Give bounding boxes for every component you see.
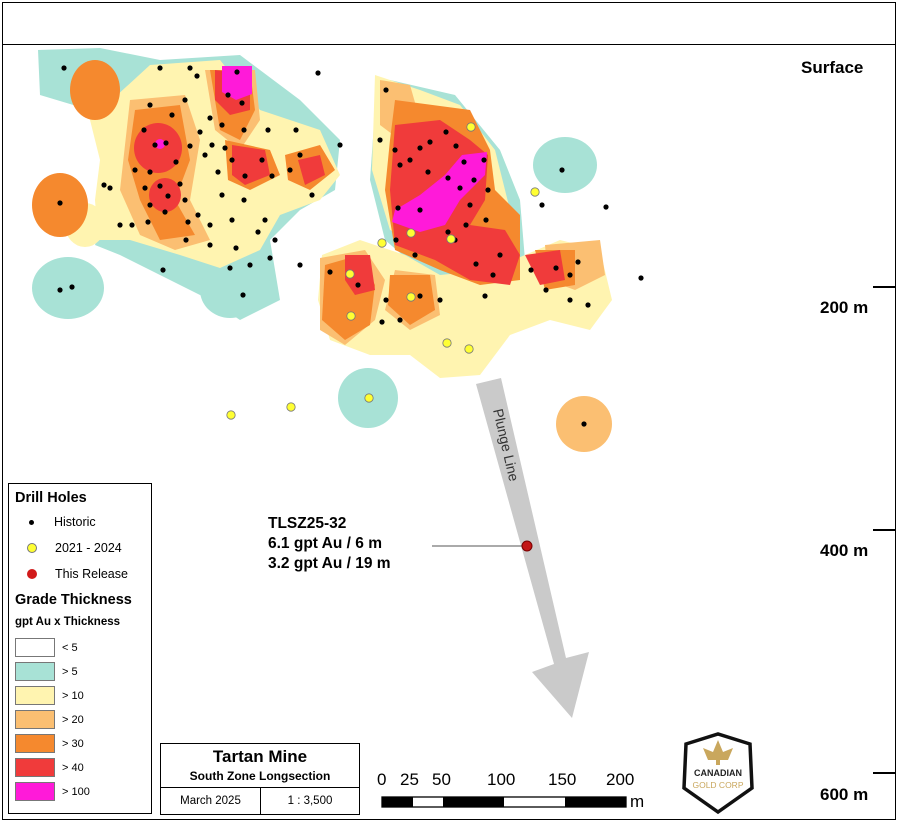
- legend-grade-gt30: > 30: [15, 734, 84, 753]
- scale-unit: m: [630, 792, 645, 811]
- legend-item-historic: Historic: [15, 515, 96, 529]
- depth-tick-400: [873, 529, 895, 531]
- legend-grade-gt100: > 100: [15, 782, 90, 801]
- legend: Drill Holes Historic 2021 - 2024 This Re…: [8, 483, 152, 814]
- top-border-line: [2, 44, 896, 45]
- map-title: Tartan Mine: [212, 747, 308, 766]
- scale-bar: [381, 796, 627, 808]
- scale-label-200: 200: [606, 770, 635, 789]
- legend-release-marker: [27, 569, 37, 579]
- this-release-hole: [432, 540, 533, 552]
- legend-grade-title: Grade Thickness: [15, 592, 132, 608]
- canadian-gold-corp-logo: CANADIAN GOLD CORP: [682, 732, 754, 815]
- legend-item-recent: 2021 - 2024: [15, 541, 122, 555]
- depth-label-surface: Surface: [801, 58, 864, 77]
- scale-label-100: 100: [487, 770, 516, 789]
- depth-label-400: 400 m: [820, 541, 869, 560]
- legend-drill-title: Drill Holes: [15, 490, 87, 506]
- legend-grade-gt40: > 40: [15, 758, 84, 777]
- map-date: March 2025: [180, 795, 241, 807]
- legend-recent-marker: [27, 543, 37, 553]
- svg-text:GOLD CORP: GOLD CORP: [692, 780, 743, 790]
- scale-label-50: 50: [432, 770, 451, 789]
- depth-label-600: 600 m: [820, 785, 869, 804]
- scale-label-0: 0: [377, 770, 387, 789]
- drill-result-callout: TLSZ25-32 6.1 gpt Au / 6 m 3.2 gpt Au / …: [268, 514, 391, 574]
- svg-text:CANADIAN: CANADIAN: [694, 768, 742, 778]
- grade-contours: [32, 48, 612, 452]
- scale-label-25: 25: [400, 770, 419, 789]
- legend-historic-marker: [29, 519, 34, 525]
- recent-drill-holes: [226, 122, 540, 420]
- title-block: Tartan Mine South Zone Longsection March…: [160, 743, 360, 815]
- legend-grade-lt5: < 5: [15, 638, 78, 657]
- map-scale-ratio: 1 : 3,500: [287, 795, 333, 807]
- callout-hole-id: TLSZ25-32: [268, 515, 347, 532]
- depth-tick-600: [873, 772, 895, 774]
- depth-tick-200: [873, 286, 895, 288]
- scale-label-150: 150: [548, 770, 577, 789]
- map-subtitle: South Zone Longsection: [189, 769, 331, 783]
- callout-result-2: 3.2 gpt Au / 19 m: [268, 555, 391, 572]
- legend-grade-gt10: > 10: [15, 686, 84, 705]
- legend-grade-gt20: > 20: [15, 710, 84, 729]
- legend-grade-gt5: > 5: [15, 662, 78, 681]
- legend-item-release: This Release: [15, 567, 128, 581]
- callout-result-1: 6.1 gpt Au / 6 m: [268, 535, 382, 552]
- legend-grade-subtitle: gpt Au x Thickness: [15, 616, 121, 628]
- depth-label-200: 200 m: [820, 298, 869, 317]
